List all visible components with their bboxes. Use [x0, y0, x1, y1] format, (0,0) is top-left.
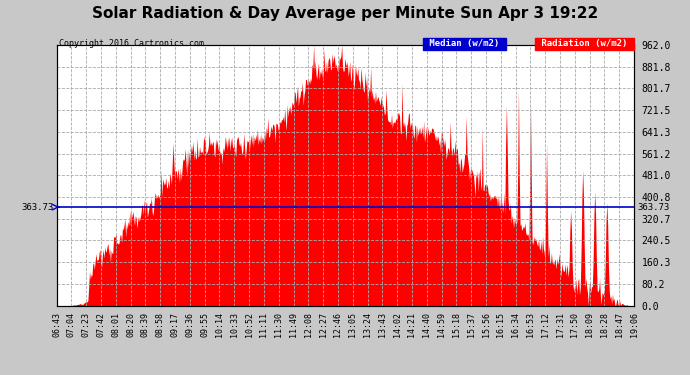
Text: Solar Radiation & Day Average per Minute Sun Apr 3 19:22: Solar Radiation & Day Average per Minute… [92, 6, 598, 21]
Text: Copyright 2016 Cartronics.com: Copyright 2016 Cartronics.com [59, 39, 204, 48]
Text: 363.73: 363.73 [21, 202, 54, 211]
Text: Median (w/m2): Median (w/m2) [424, 39, 505, 48]
Text: Radiation (w/m2): Radiation (w/m2) [536, 39, 633, 48]
Text: 363.73: 363.73 [637, 202, 669, 211]
